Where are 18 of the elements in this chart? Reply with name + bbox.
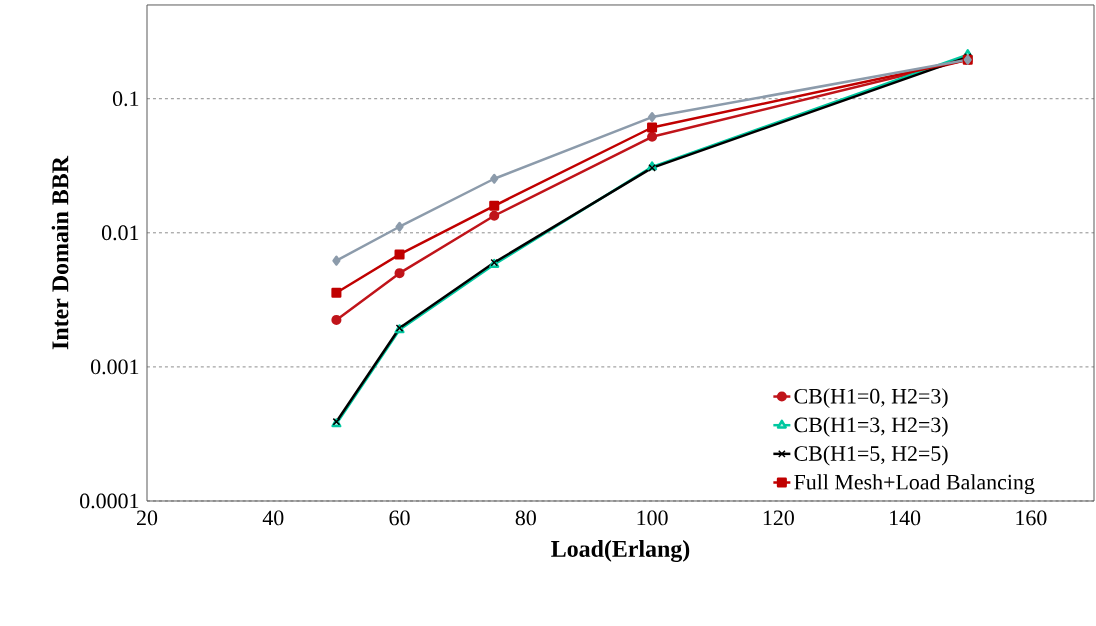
y-tick-label: 0.0001 xyxy=(80,493,139,509)
x-tick-label: 20 xyxy=(137,510,158,526)
x-tick-label: 80 xyxy=(515,510,536,526)
legend-label: CB(H1=0, H2=3) xyxy=(794,388,948,409)
y-tick-label: 0.01 xyxy=(101,225,139,241)
x-tick-label: 160 xyxy=(1016,510,1047,526)
x-tick-label: 100 xyxy=(637,510,668,526)
y-tick-label: 0.001 xyxy=(91,359,139,375)
legend-label: CB(H1=3, H2=3) xyxy=(794,416,948,437)
y-axis-title: Inter Domain BBR xyxy=(51,155,69,350)
legend-label: CB(H1=5, H2=5) xyxy=(794,445,948,466)
x-axis-title: Load(Erlang) xyxy=(551,540,690,562)
legend-label: Full Mesh+Load Balancing xyxy=(794,474,1035,495)
x-tick-label: 60 xyxy=(389,510,410,526)
x-tick-label: 40 xyxy=(262,510,284,526)
x-tick-label: 140 xyxy=(890,510,921,526)
y-tick-label: 0.1 xyxy=(112,91,139,107)
x-tick-label: 120 xyxy=(763,510,794,526)
